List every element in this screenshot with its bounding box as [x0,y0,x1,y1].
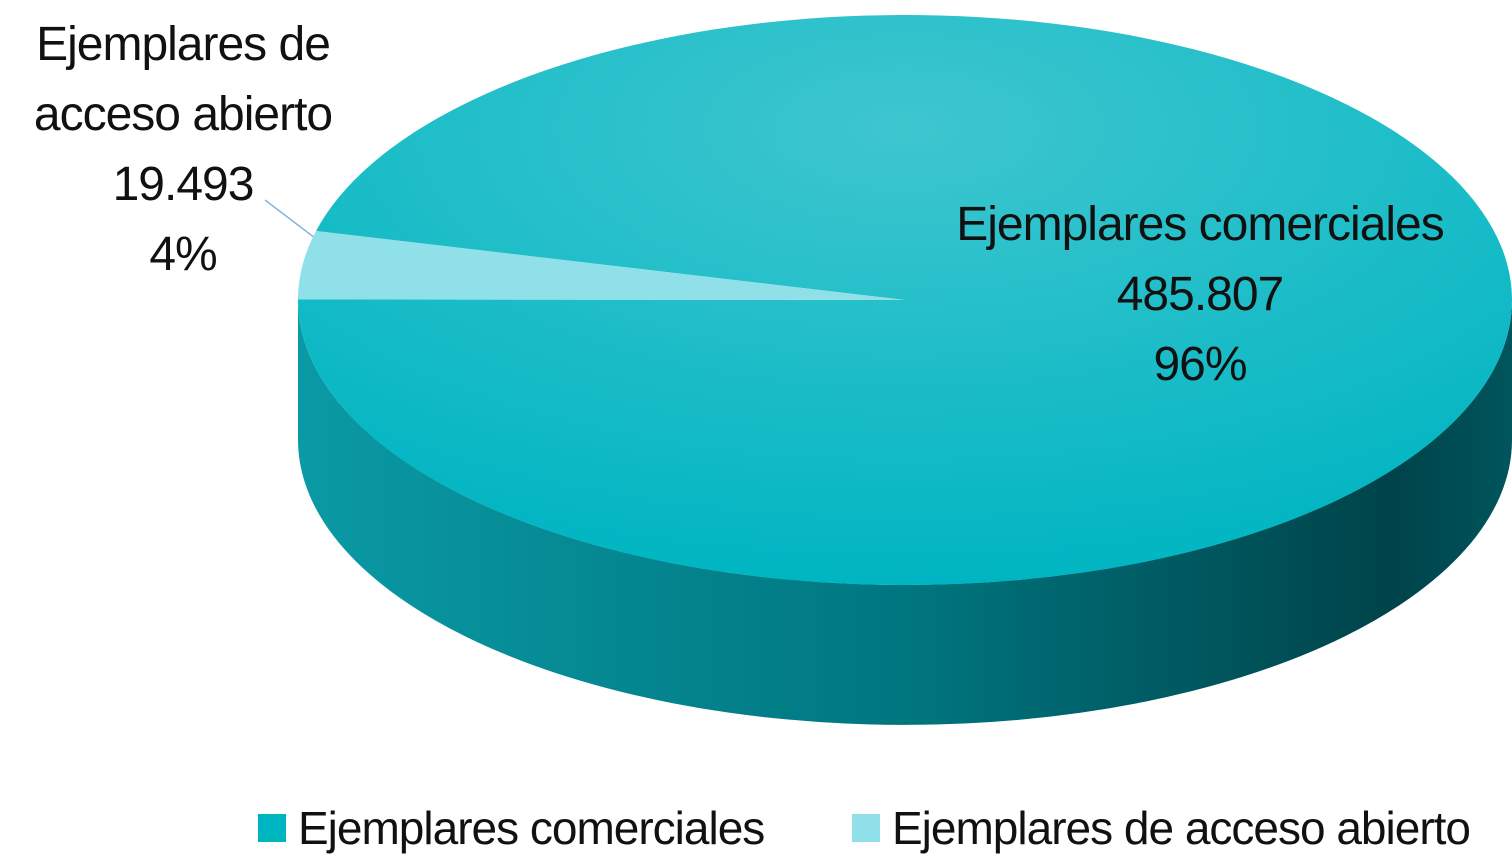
legend-swatch [258,814,286,842]
legend-swatch [852,814,880,842]
legend-label: Ejemplares comerciales [298,802,765,854]
data-label: Ejemplares comerciales 485.807 96% [900,190,1500,400]
pie-slice [298,231,905,300]
legend-item: Ejemplares de acceso abierto [852,800,1471,856]
data-label-category: Ejemplares de acceso abierto [33,18,333,141]
pie-slice [298,15,1512,585]
data-label-category: Ejemplares comerciales [956,198,1445,251]
pie-side [298,300,1512,725]
data-label-value: 485.807 [1116,268,1285,321]
data-label-percent: 4% [149,228,217,281]
data-label-percent: 96% [1153,338,1247,391]
leader-line [264,199,316,239]
legend-item: Ejemplares comerciales [258,800,765,856]
data-label: Ejemplares de acceso abierto 19.493 4% [13,10,353,290]
legend-label: Ejemplares de acceso abierto [892,802,1471,854]
data-label-value: 19.493 [112,158,255,211]
